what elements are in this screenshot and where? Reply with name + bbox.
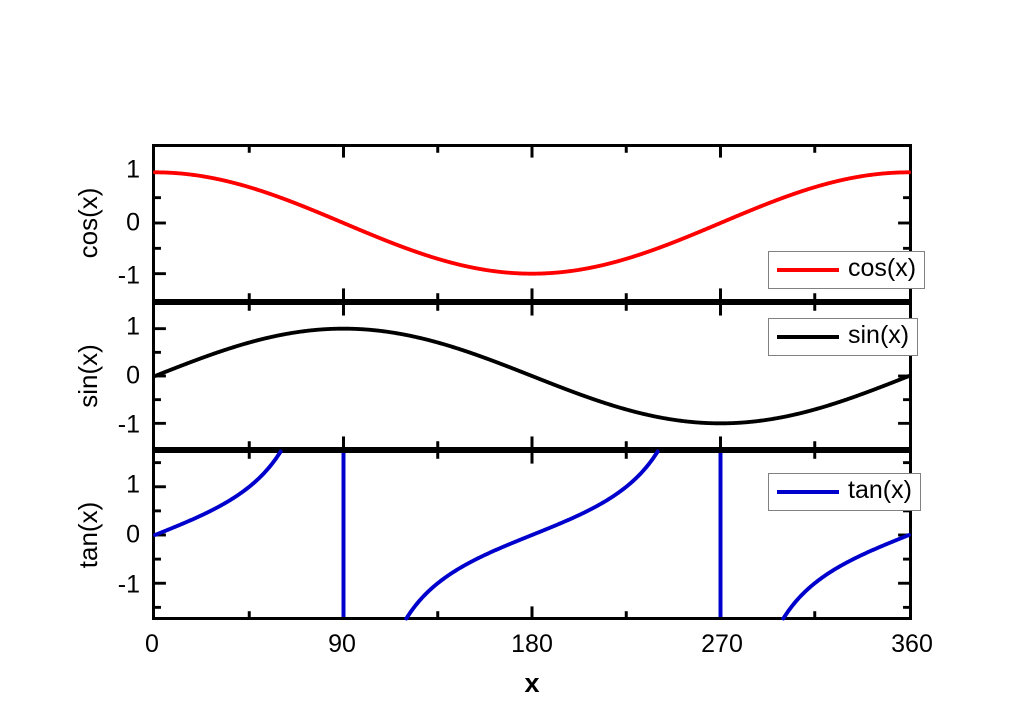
ytick-label: -1: [117, 410, 140, 439]
legend-swatch-cos: [777, 268, 839, 272]
legend-cos[interactable]: cos(x): [768, 251, 926, 289]
xtick-label: 360: [891, 630, 933, 658]
xtick-label: 180: [511, 630, 553, 658]
plot-area-sin: [153, 305, 911, 447]
legend-label-cos: cos(x): [848, 254, 917, 282]
plot-area-cos: [153, 147, 911, 299]
axis-title-x: x: [524, 668, 540, 698]
ytick-label: 0: [126, 520, 140, 549]
ytick-label: 1: [126, 470, 140, 499]
ytick-label: -1: [117, 570, 140, 599]
xtick-label: 270: [701, 630, 743, 658]
legend-tan[interactable]: tan(x): [768, 473, 921, 511]
ytick-label: 0: [126, 208, 140, 237]
xtick-label: 0: [145, 630, 159, 658]
ytick-label: 1: [126, 155, 140, 184]
legend-swatch-sin: [777, 335, 839, 339]
ytick-label: 1: [126, 312, 140, 341]
legend-swatch-tan: [777, 490, 839, 494]
plot-area-tan: [153, 449, 911, 621]
legend-label-sin: sin(x): [848, 321, 910, 349]
xtick-label: 90: [328, 630, 356, 658]
ytick-label: 0: [126, 361, 140, 390]
panel-cos: [152, 144, 912, 302]
ytick-label: -1: [117, 261, 140, 290]
legend-label-tan: tan(x): [848, 476, 912, 504]
legend-sin[interactable]: sin(x): [768, 318, 919, 356]
